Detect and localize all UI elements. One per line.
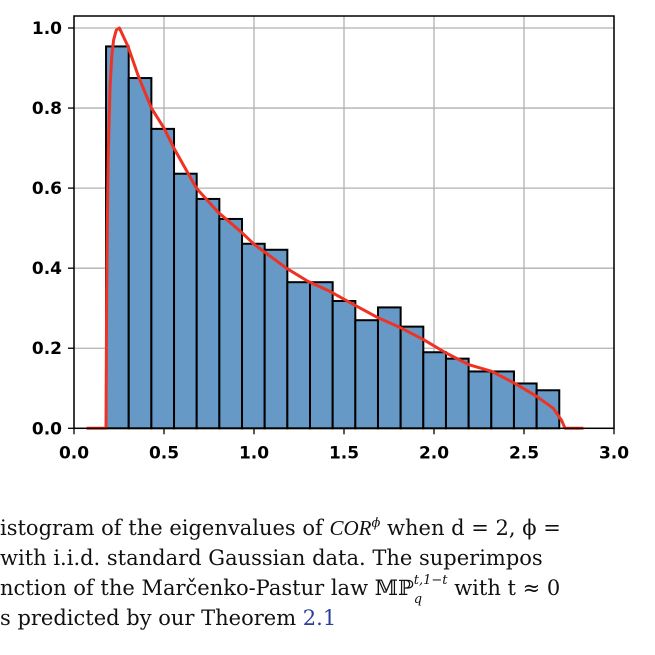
- histogram-bar: [127, 77, 153, 430]
- y-tick-label: 0.6: [32, 179, 62, 199]
- histogram-bar: [354, 319, 379, 430]
- x-tick-label: 1.0: [239, 443, 269, 463]
- histogram-bar: [195, 197, 221, 430]
- histogram-bar: [218, 217, 244, 430]
- histogram-chart: 0.0 0.5 1.0 1.5 2.0 2.5 3.0 0.0 0.2 0.4 0.6 0.8 1.0: [32, 15, 629, 463]
- math-sup: t,1−t: [413, 573, 448, 588]
- figure-caption: istogram of the eigenvalues of CORϕ when…: [0, 510, 655, 655]
- theorem-link[interactable]: 2.1: [302, 606, 337, 630]
- histogram-bar: [467, 370, 493, 430]
- y-axis: 0.0 0.2 0.4 0.6 0.8 1.0: [32, 19, 74, 439]
- histogram-bar: [173, 172, 198, 430]
- y-tick-label: 0.0: [32, 419, 62, 439]
- x-tick-label: 2.5: [509, 443, 539, 463]
- histogram-bar: [308, 281, 334, 430]
- x-tick-label: 1.5: [329, 443, 359, 463]
- caption-text: s predicted by our Theorem: [0, 606, 303, 630]
- histogram-bar: [422, 351, 447, 430]
- histogram-bar: [399, 325, 425, 430]
- caption-line-1: istogram of the eigenvalues of CORϕ when…: [0, 516, 561, 541]
- histogram-bar: [535, 389, 561, 430]
- histogram-bar: [331, 300, 357, 430]
- math-sup: ϕ: [371, 516, 381, 531]
- x-tick-label: 0.0: [59, 443, 89, 463]
- y-tick-label: 0.4: [32, 259, 62, 279]
- caption-line-4: s predicted by our Theorem 2.1: [0, 606, 336, 630]
- caption-text: with i.i.d. standard Gaussian data. The …: [0, 546, 543, 570]
- histogram-bar: [263, 248, 289, 430]
- density-curve: [86, 26, 584, 430]
- caption-line-3: nction of the Marčenko-Pastur law 𝕄ℙ t,1−…: [0, 573, 561, 607]
- caption-text: nction of the Marčenko-Pastur law: [0, 576, 375, 600]
- caption-text: when d = 2, ϕ =: [380, 516, 561, 540]
- math-sub: q: [413, 592, 423, 607]
- caption-text: with t ≈ 0: [447, 576, 561, 600]
- math-mp: 𝕄ℙ: [374, 576, 414, 600]
- caption-text: istogram of the eigenvalues of: [0, 516, 330, 540]
- histogram-bar: [150, 127, 176, 430]
- math-cor: COR: [329, 516, 372, 540]
- y-tick-label: 0.8: [32, 99, 62, 119]
- x-tick-label: 0.5: [149, 443, 179, 463]
- histogram-bar: [241, 242, 266, 430]
- y-tick-label: 1.0: [32, 19, 62, 39]
- x-tick-label: 2.0: [419, 443, 449, 463]
- x-axis: 0.0 0.5 1.0 1.5 2.0 2.5 3.0: [59, 428, 629, 463]
- histogram-bars: [105, 45, 561, 430]
- x-tick-label: 3.0: [599, 443, 629, 463]
- caption-line-2: with i.i.d. standard Gaussian data. The …: [0, 546, 543, 570]
- histogram-bar: [444, 357, 470, 430]
- histogram-bar: [286, 281, 311, 430]
- y-tick-label: 0.2: [32, 339, 62, 359]
